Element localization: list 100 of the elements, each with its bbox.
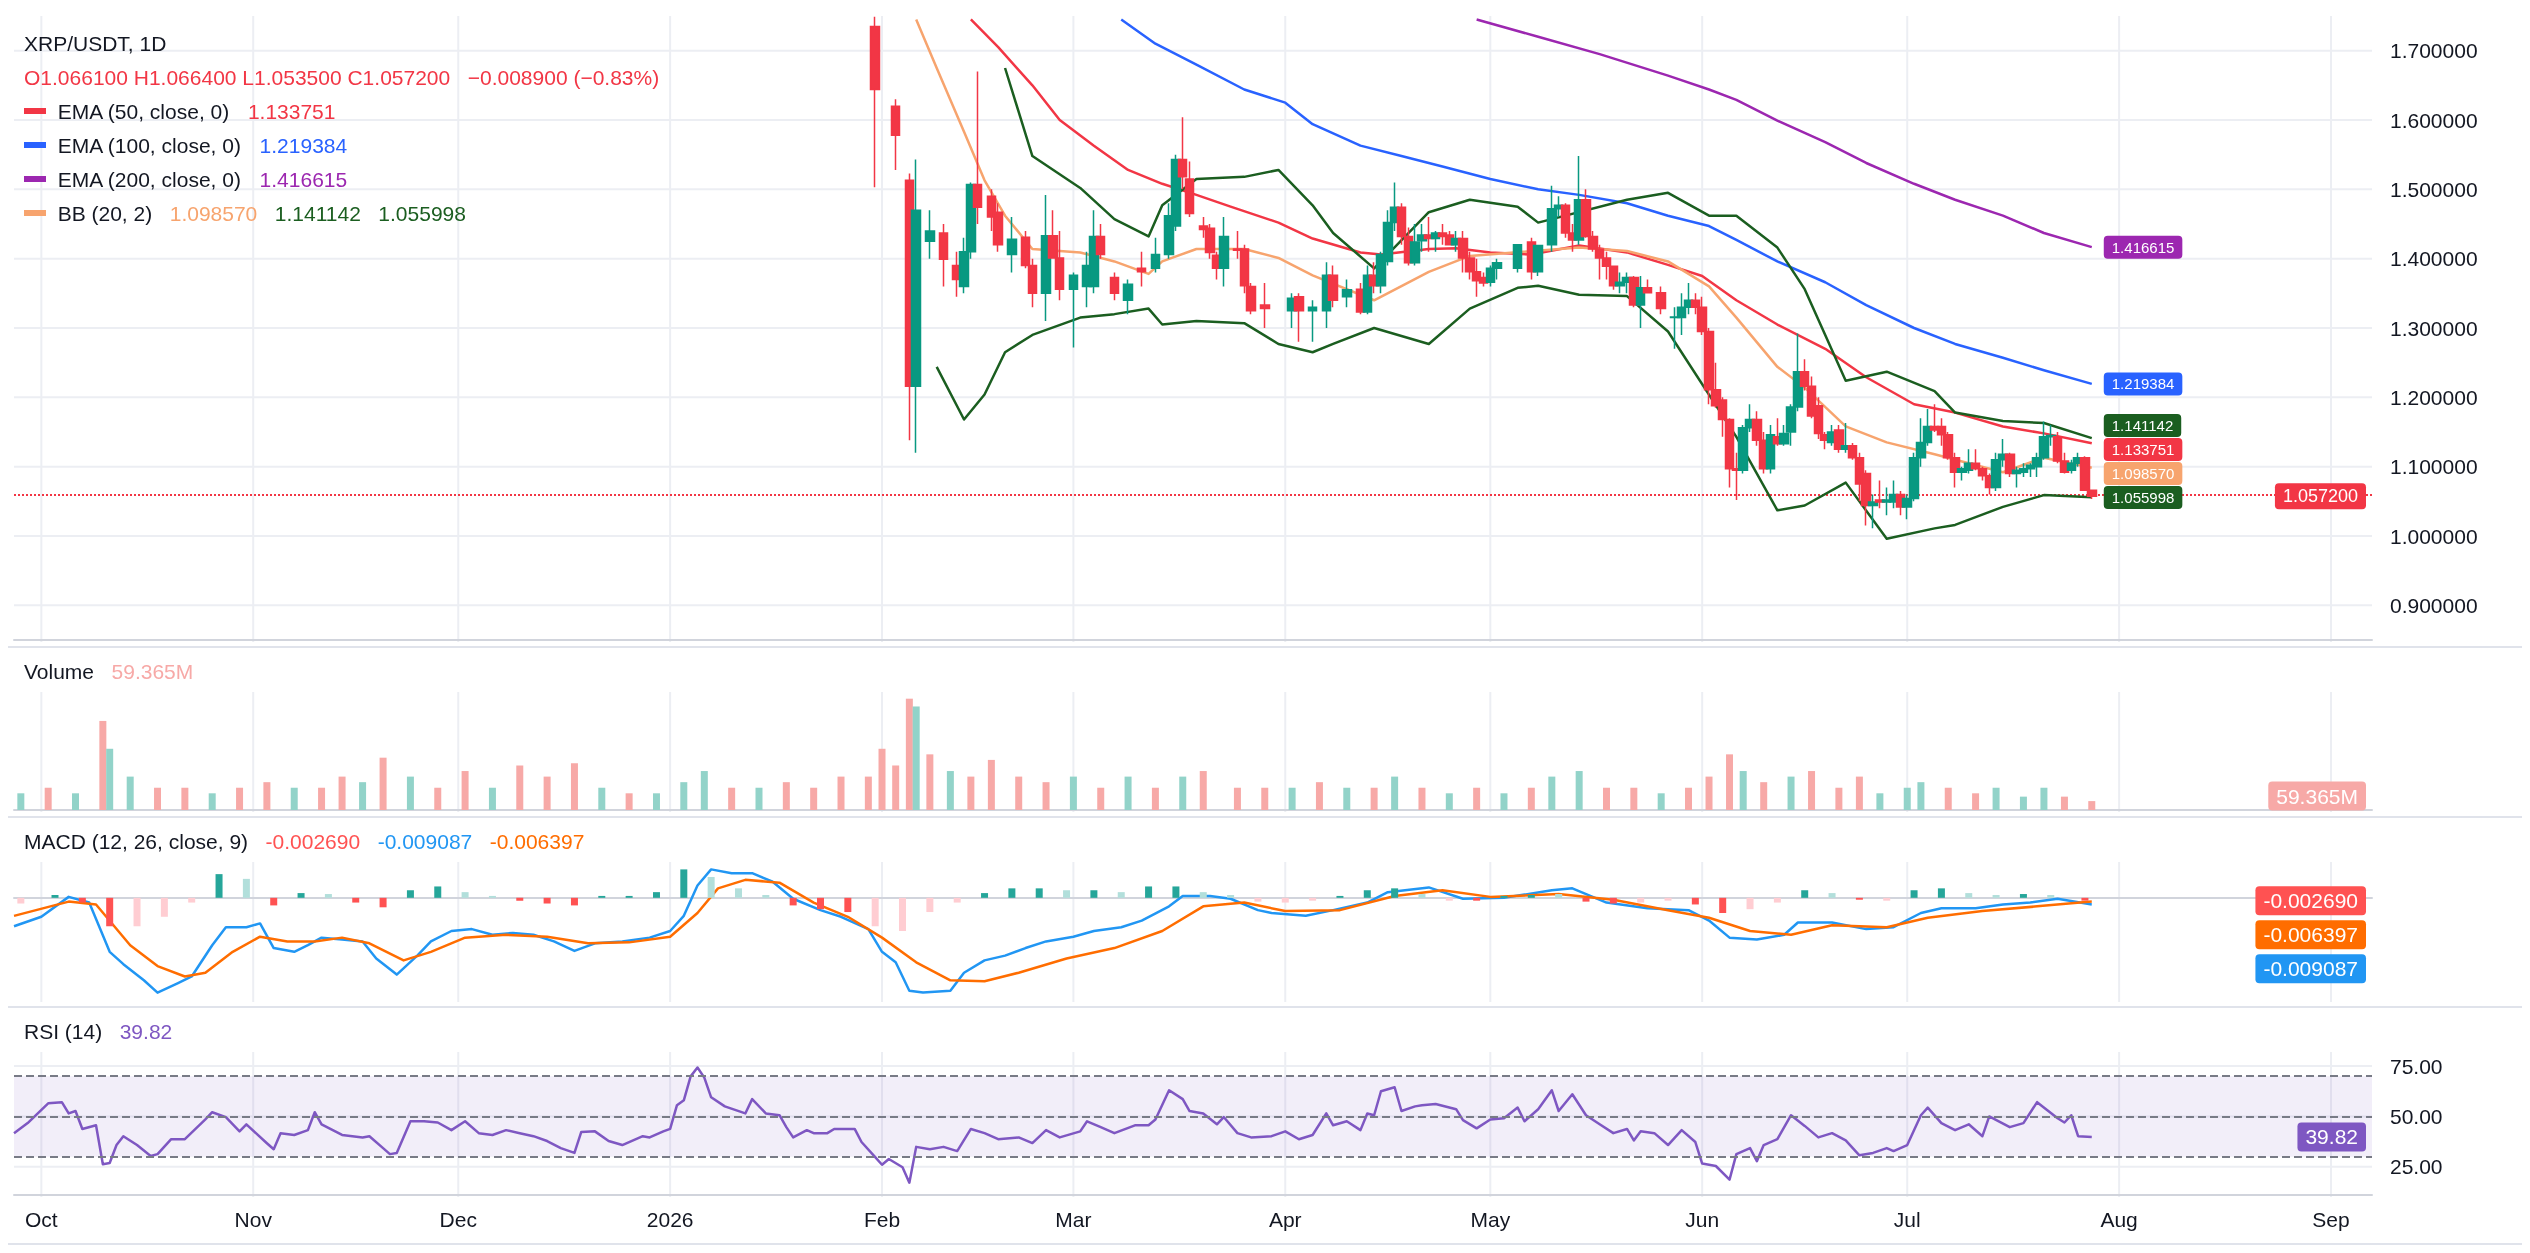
bar <box>1473 787 1481 810</box>
bar <box>728 787 736 810</box>
bar <box>1548 776 1556 810</box>
bar <box>837 776 845 810</box>
bar <box>352 897 360 903</box>
bar <box>1500 793 1508 810</box>
bar <box>72 793 80 810</box>
bar <box>1090 890 1098 898</box>
bar <box>106 897 114 927</box>
bar <box>1418 787 1426 810</box>
candlestick <box>1532 244 1544 277</box>
bar <box>1691 897 1699 905</box>
candlestick <box>1833 424 1845 454</box>
y-tick-label: 75.00 <box>2390 1054 2443 1078</box>
text: 59.365M <box>111 659 194 683</box>
candlestick <box>910 158 922 454</box>
chart-title: MACD (12, 26, close, 9) <box>24 829 249 853</box>
bar <box>905 698 913 810</box>
bar <box>154 787 162 810</box>
bar <box>844 897 852 913</box>
candlestick <box>1546 185 1558 253</box>
bar <box>215 874 223 898</box>
annotation: -0.006397 <box>2263 923 2358 947</box>
bar <box>1876 793 1884 810</box>
y-tick-label: 1.700000 <box>2390 39 2478 63</box>
candlestick <box>1642 278 1653 295</box>
y-tick-label: 1.200000 <box>2390 385 2478 409</box>
chart-title: Volume <box>24 659 95 683</box>
bar <box>318 787 326 810</box>
bar <box>1527 894 1535 898</box>
candlestick <box>1006 216 1018 274</box>
bar <box>892 765 900 810</box>
bar <box>1801 890 1809 898</box>
bar <box>1746 897 1754 910</box>
text: 1.141142 <box>274 201 361 225</box>
bar <box>1445 793 1453 810</box>
bar <box>1254 897 1262 902</box>
line-series <box>1475 18 2094 249</box>
annotation: 39.82 <box>2305 1125 2358 1149</box>
bar <box>1473 897 1481 901</box>
bar <box>1575 771 1583 810</box>
bar <box>1739 771 1747 810</box>
candlestick <box>869 15 881 188</box>
legend-label: EMA (50, close, 0) <box>57 99 230 123</box>
y-tick-label: 1.000000 <box>2390 524 2478 548</box>
bar <box>1657 793 1665 810</box>
bar <box>126 776 134 810</box>
bar <box>652 793 660 810</box>
bar <box>967 776 975 810</box>
bar <box>2040 787 2048 810</box>
bar <box>1937 888 1945 898</box>
candlestick <box>924 209 936 260</box>
bar <box>1363 890 1371 898</box>
candlestick <box>1307 299 1318 343</box>
bar <box>789 897 797 906</box>
bar <box>1151 787 1159 810</box>
bar <box>700 771 708 810</box>
bar <box>2060 796 2068 810</box>
bar <box>208 793 216 810</box>
data-label: 1.219384 <box>2111 375 2175 393</box>
bar <box>1944 787 1952 810</box>
bar <box>434 886 442 898</box>
bar <box>1172 886 1180 898</box>
bar <box>1015 776 1023 810</box>
text: 1.416615 <box>259 167 348 191</box>
bar <box>1097 787 1105 810</box>
bar <box>1199 771 1207 810</box>
bar <box>106 748 114 810</box>
bar <box>707 876 715 898</box>
bar <box>926 754 934 810</box>
candlestick <box>1136 250 1147 288</box>
bar <box>406 890 414 898</box>
bar <box>2088 801 2096 810</box>
bar <box>1391 776 1399 810</box>
bar <box>338 776 346 810</box>
x-tick-label: May <box>1470 1208 1511 1231</box>
x-tick-label: Feb <box>863 1208 901 1231</box>
annotation: −0.008900 (−0.83%) <box>467 65 660 89</box>
line-series <box>935 284 2094 541</box>
bar <box>160 897 168 917</box>
y-tick-label: 1.400000 <box>2390 247 2478 271</box>
bar <box>762 894 770 898</box>
bar <box>680 782 688 810</box>
x-tick-label: Apr <box>1268 1208 1302 1231</box>
candlestick <box>1122 278 1134 315</box>
bar <box>1910 890 1918 898</box>
bar <box>1787 776 1795 810</box>
bar <box>516 897 524 901</box>
x-tick-label: Aug <box>2100 1208 2138 1231</box>
bar <box>488 787 496 810</box>
bar <box>1042 782 1050 810</box>
bar <box>1309 897 1317 901</box>
annotation: O1.066100 H1.066400 L1.053500 C1.057200 <box>24 65 451 89</box>
bar <box>755 787 763 810</box>
annotation: -0.009087 <box>2263 957 2358 981</box>
bar <box>878 748 886 810</box>
x-tick-label: Jul <box>1893 1208 1921 1231</box>
bar <box>1227 894 1235 898</box>
bar <box>1719 897 1727 913</box>
candlestick <box>1765 424 1776 475</box>
